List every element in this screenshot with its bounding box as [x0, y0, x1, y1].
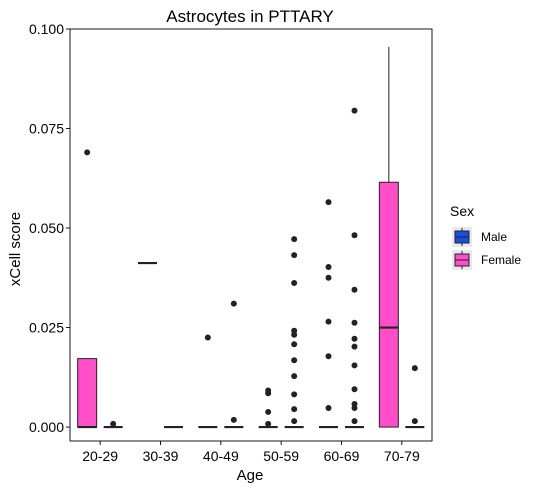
- box-body: [378, 181, 399, 428]
- outlier-point: [291, 391, 298, 398]
- x-tick-label: 30-39: [143, 448, 179, 464]
- outlier-point: [351, 418, 358, 425]
- y-tick-label: 0.025: [29, 320, 64, 336]
- plot-panel: [69, 28, 433, 442]
- box-female-70-79: [405, 365, 425, 429]
- outlier-point: [325, 318, 332, 325]
- outlier-point: [351, 232, 358, 239]
- box-female-60-69: [345, 107, 364, 429]
- outlier-point: [351, 286, 358, 293]
- legend-label: Male: [481, 230, 507, 244]
- y-axis: 0.000 0.025 0.050 0.075 0.100: [29, 21, 70, 435]
- outlier-point: [291, 406, 298, 413]
- outlier-point: [230, 300, 237, 307]
- outlier-point: [291, 341, 298, 348]
- outlier-point: [351, 362, 358, 369]
- x-axis: 20-29 30-39 40-49 50-59 60-69 70-79: [82, 441, 420, 464]
- outlier-point: [84, 149, 91, 156]
- outlier-point: [411, 418, 418, 425]
- y-tick-label: 0.000: [29, 419, 64, 435]
- outlier-point: [291, 357, 298, 364]
- outlier-point: [291, 279, 298, 286]
- x-tick-label: 70-79: [384, 448, 420, 464]
- outlier-point: [291, 327, 298, 334]
- box-female-50-59: [284, 236, 304, 429]
- x-tick-label: 20-29: [82, 448, 118, 464]
- x-tick-label: 50-59: [263, 448, 299, 464]
- legend-label: Female: [481, 253, 521, 267]
- outlier-point: [325, 274, 332, 281]
- box-male-60-69: [319, 199, 338, 429]
- outlier-point: [110, 420, 117, 427]
- plot-marks: [77, 46, 425, 429]
- box-male-50-59: [258, 387, 278, 429]
- outlier-point: [351, 335, 358, 342]
- outlier-point: [325, 404, 332, 411]
- box-female-40-49: [224, 300, 244, 429]
- outlier-point: [291, 236, 298, 243]
- outlier-point: [351, 343, 358, 350]
- y-tick-label: 0.050: [29, 220, 64, 236]
- outlier-point: [351, 107, 358, 114]
- outlier-point: [204, 334, 211, 341]
- y-tick-label: 0.100: [29, 21, 64, 37]
- x-tick-label: 40-49: [203, 448, 239, 464]
- outlier-point: [325, 264, 332, 271]
- outlier-point: [291, 373, 298, 380]
- outlier-point: [411, 365, 418, 372]
- box-male-40-49: [198, 334, 218, 429]
- chart-title: Astrocytes in PTTARY: [166, 7, 334, 26]
- y-tick-label: 0.075: [29, 121, 64, 137]
- x-tick-label: 60-69: [324, 448, 360, 464]
- x-axis-title: Age: [237, 467, 264, 484]
- outlier-point: [325, 353, 332, 360]
- legend-title: Sex: [450, 203, 474, 219]
- y-axis-title: xCell score: [7, 212, 24, 286]
- outlier-point: [351, 319, 358, 326]
- outlier-point: [265, 387, 272, 394]
- box-male-20-29: [77, 149, 98, 429]
- outlier-point: [325, 199, 332, 206]
- outlier-point: [351, 400, 358, 407]
- outlier-point: [265, 408, 272, 415]
- box-female-20-29: [103, 420, 123, 429]
- outlier-point: [291, 418, 298, 425]
- legend: Sex Male Female: [450, 203, 521, 270]
- outlier-point: [291, 252, 298, 259]
- box-body: [77, 358, 98, 428]
- outlier-point: [351, 386, 358, 393]
- outlier-point: [230, 416, 237, 423]
- outlier-point: [265, 420, 272, 427]
- box-male-70-79: [378, 46, 399, 428]
